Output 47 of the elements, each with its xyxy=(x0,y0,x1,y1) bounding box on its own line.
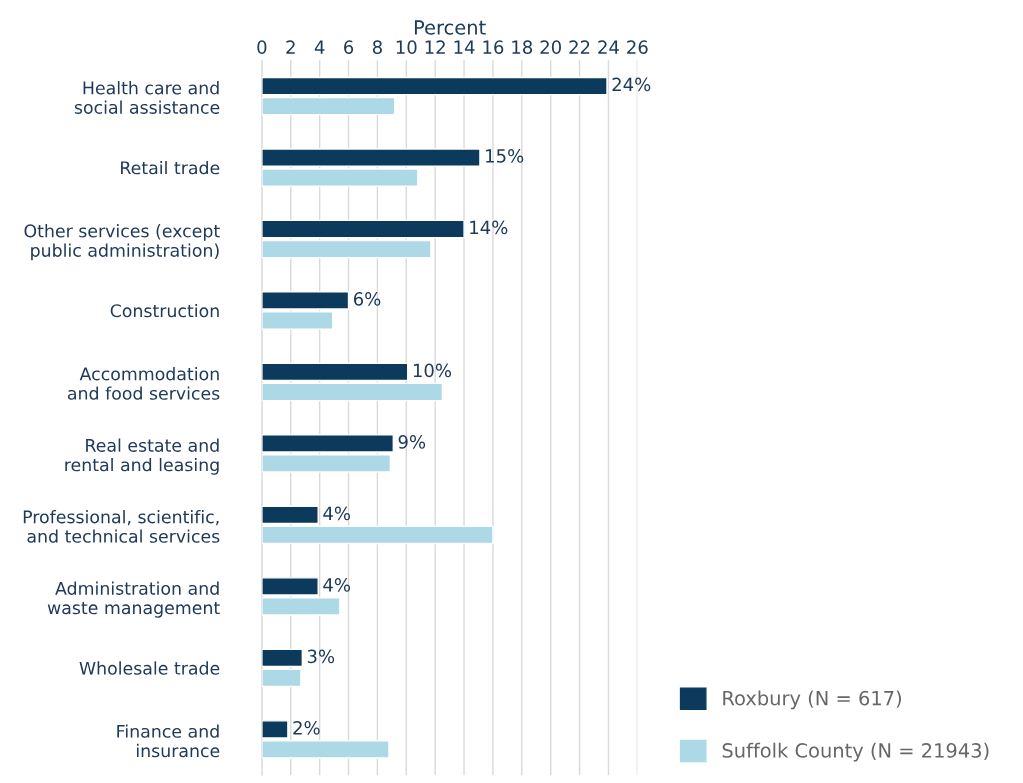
x-tick-label: 22 xyxy=(569,40,590,54)
y-tick-label: Professional, scientific, and technical services xyxy=(23,509,220,543)
legend-label: Roxbury (N = 617) xyxy=(723,690,901,710)
bar xyxy=(261,362,409,382)
data-label: 4% xyxy=(323,578,351,592)
legend-label: Suffolk County (N = 21943) xyxy=(722,742,989,762)
data-label: 24% xyxy=(612,77,651,92)
bar xyxy=(261,96,396,116)
x-tick-label: 2 xyxy=(286,40,295,54)
x-tick-label: 0 xyxy=(257,40,267,55)
bar xyxy=(261,668,302,688)
y-tick-label: Health care and social assistance xyxy=(74,81,220,114)
data-label: 10% xyxy=(413,363,452,378)
bar xyxy=(261,76,608,96)
x-tick-label: 16 xyxy=(483,40,504,55)
x-tick-label: 24 xyxy=(598,40,619,54)
y-tick-label: Administration and waste management xyxy=(47,581,220,618)
data-label: 9% xyxy=(398,435,426,449)
data-label: 2% xyxy=(293,721,320,735)
data-label: 15% xyxy=(486,149,524,163)
bar xyxy=(261,239,432,259)
x-tick-label: 20 xyxy=(540,40,561,55)
bar xyxy=(261,382,444,402)
x-tick-label: 18 xyxy=(512,40,533,55)
x-tick-label: 12 xyxy=(425,40,445,54)
data-label: 3% xyxy=(307,649,335,664)
bar xyxy=(261,648,304,668)
bar xyxy=(261,219,465,239)
data-label: 6% xyxy=(353,292,381,306)
y-tick-label: Accommodation and food services xyxy=(67,366,220,400)
x-tick-label: 6 xyxy=(344,40,354,55)
data-label: 4% xyxy=(323,506,351,521)
bar xyxy=(261,525,494,545)
x-tick-label: 4 xyxy=(314,40,325,54)
x-tick-label: 8 xyxy=(372,40,382,55)
data-label: 14% xyxy=(470,220,508,235)
x-tick-label: 10 xyxy=(396,40,417,55)
y-tick-label: Finance and insurance xyxy=(117,724,220,758)
y-tick-label: Retail trade xyxy=(121,160,220,175)
x-axis-title: Percent xyxy=(414,20,486,35)
y-tick-label: Wholesale trade xyxy=(79,661,220,675)
x-tick-label: 14 xyxy=(454,40,475,54)
y-tick-label: Construction xyxy=(110,303,219,318)
x-tick-label: 26 xyxy=(627,40,648,55)
y-tick-label: Other services (except public administration) xyxy=(24,224,220,261)
bar xyxy=(261,505,319,525)
y-tick-label: Real estate and rental and leasing xyxy=(65,438,219,475)
